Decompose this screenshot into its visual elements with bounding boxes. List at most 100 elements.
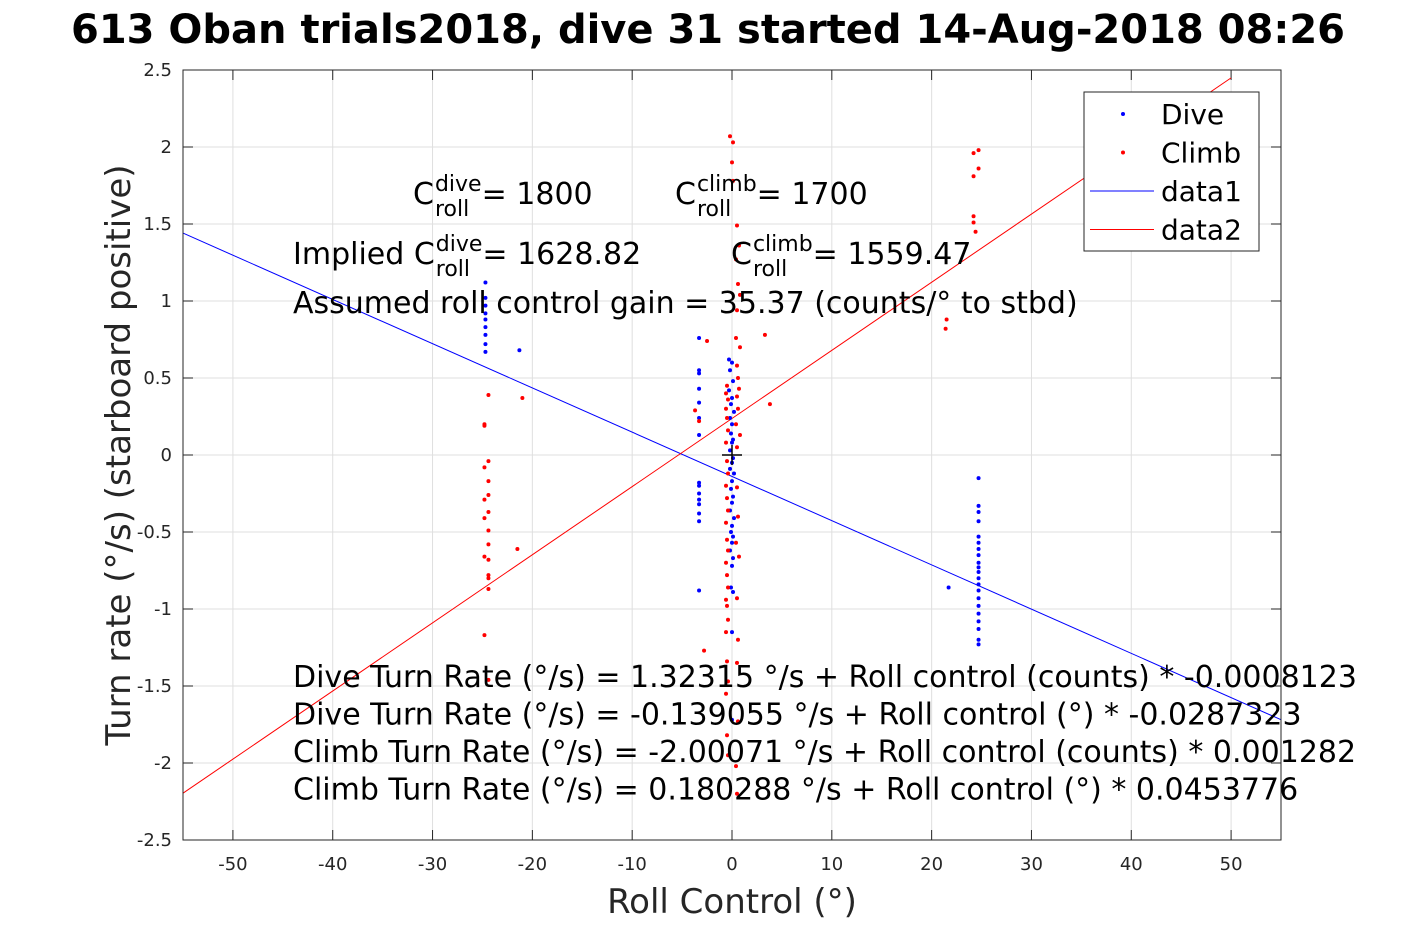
climb-point xyxy=(482,465,487,470)
climb-point xyxy=(486,479,491,484)
x-tick-label: -30 xyxy=(418,854,447,875)
climb-point xyxy=(734,394,739,399)
climb-point xyxy=(724,406,729,411)
fit-line-data2 xyxy=(182,77,1232,794)
dive-point xyxy=(483,349,488,354)
dive-point xyxy=(730,437,735,442)
dive-point xyxy=(728,466,733,471)
climb-point xyxy=(486,528,491,533)
dive-point xyxy=(697,497,702,502)
dive-point xyxy=(976,637,981,642)
climb-point xyxy=(515,546,520,551)
dive-point xyxy=(697,519,702,524)
climb-point xyxy=(736,386,741,391)
dive-point xyxy=(729,486,734,491)
dive-point xyxy=(730,396,734,401)
dive-point xyxy=(731,409,736,414)
climb-point xyxy=(486,677,491,682)
dive-point xyxy=(730,479,734,484)
dive-point xyxy=(976,540,981,545)
dive-point xyxy=(730,717,734,722)
dive-point xyxy=(976,588,981,593)
y-tick-label: -2 xyxy=(154,753,172,774)
climb-point xyxy=(734,485,739,490)
dive-point xyxy=(697,511,702,516)
dive-point xyxy=(730,440,734,445)
climb-point xyxy=(697,419,702,424)
dive-point xyxy=(946,585,951,590)
x-tick-label: 20 xyxy=(920,854,943,875)
y-tick-label: -1.5 xyxy=(137,676,172,697)
dive-point xyxy=(483,311,488,316)
dive-point xyxy=(483,332,488,337)
climb-point xyxy=(482,423,487,428)
climb-point xyxy=(724,630,729,635)
climb-point xyxy=(725,573,730,578)
dive-point xyxy=(976,560,981,565)
climb-point xyxy=(730,140,735,145)
dive-point xyxy=(976,603,981,608)
dive-point xyxy=(730,523,734,528)
climb-point xyxy=(734,596,739,601)
dive-point xyxy=(976,534,981,539)
climb-point xyxy=(724,391,729,396)
implied-c-roll-climb-sub: roll xyxy=(753,257,787,282)
dive-point xyxy=(697,400,702,405)
climb-point xyxy=(735,514,740,519)
implied-c-roll-dive-sub: roll xyxy=(436,257,470,282)
dive-point xyxy=(976,627,981,632)
climb-point xyxy=(726,428,731,433)
climb-point xyxy=(737,345,742,350)
dive-point xyxy=(697,491,702,496)
climb-point xyxy=(726,617,731,622)
climb-point xyxy=(726,548,731,553)
climb-point xyxy=(733,540,738,545)
climb-point xyxy=(976,148,981,153)
climb-point xyxy=(482,633,487,638)
dive-point xyxy=(976,642,981,647)
c-roll-climb-sub: roll xyxy=(697,197,731,222)
dive-point xyxy=(697,371,702,376)
y-tick-label: -0.5 xyxy=(137,522,172,543)
climb-point xyxy=(730,160,734,165)
implied-c-roll-climb-value: = 1559.47 xyxy=(813,237,972,272)
fit-equation: Climb Turn Rate (°/s) = 0.180288 °/s + R… xyxy=(293,773,1298,808)
climb-point xyxy=(725,459,730,464)
climb-point xyxy=(728,134,733,139)
climb-point xyxy=(733,257,738,262)
climb-point xyxy=(724,440,729,445)
dive-point xyxy=(729,431,734,436)
y-tick-label: 1.5 xyxy=(143,214,172,235)
climb-point xyxy=(971,174,976,179)
dive-point xyxy=(730,590,735,595)
climb-point xyxy=(733,335,738,340)
roll-gain-annotation: Assumed roll control gain = 35.37 (count… xyxy=(293,286,1078,321)
dive-point xyxy=(731,471,736,476)
dive-point xyxy=(730,563,734,568)
dive-point xyxy=(728,416,733,421)
dive-point xyxy=(976,619,981,624)
fit-equation: Climb Turn Rate (°/s) = -2.00071 °/s + R… xyxy=(293,735,1356,770)
c-roll-climb-sup: climb xyxy=(697,172,757,197)
dive-point xyxy=(976,553,981,558)
dive-point xyxy=(729,402,734,407)
climb-point xyxy=(725,733,730,738)
climb-point xyxy=(520,396,525,401)
climb-point xyxy=(943,326,948,331)
legend: Dive Climb data1 data2 xyxy=(1083,91,1260,252)
y-tick-label: 2 xyxy=(161,137,172,158)
climb-point xyxy=(734,791,739,796)
axes-box xyxy=(182,69,1282,841)
climb-point xyxy=(762,332,767,337)
dive-point xyxy=(976,519,981,524)
climb-point xyxy=(976,166,981,171)
x-tick-label: -50 xyxy=(218,854,247,875)
dive-point xyxy=(976,576,981,581)
climb-point xyxy=(737,292,742,297)
dive-point xyxy=(976,565,981,570)
climb-point xyxy=(733,422,738,427)
climb-point xyxy=(482,554,487,559)
